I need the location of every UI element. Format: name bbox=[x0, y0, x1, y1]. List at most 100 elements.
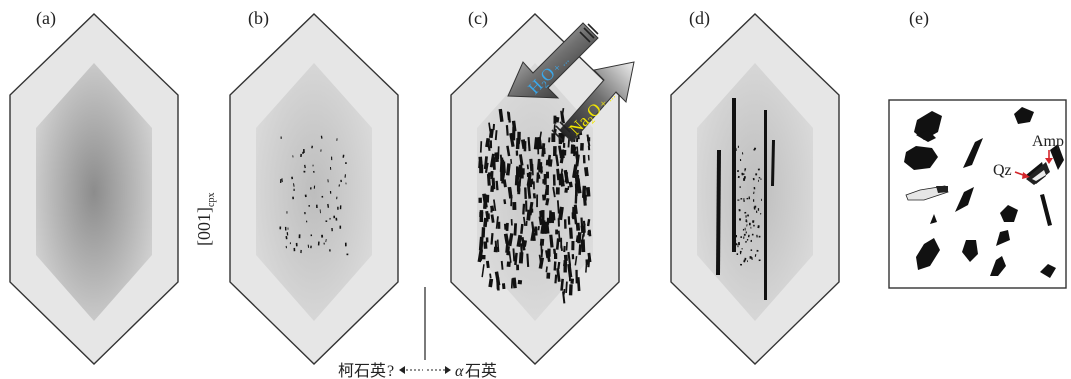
inclusion-speck bbox=[529, 158, 534, 172]
inclusion-speck bbox=[744, 227, 746, 231]
inclusion-speck bbox=[755, 210, 758, 213]
inclusion-speck bbox=[527, 137, 531, 152]
inclusion-speck bbox=[564, 187, 569, 193]
inclusion-speck bbox=[284, 226, 287, 231]
inclusion-speck bbox=[568, 284, 573, 296]
inclusion-speck bbox=[563, 288, 566, 295]
panel-label-e: (e) bbox=[909, 8, 929, 29]
inclusion-speck bbox=[514, 252, 518, 266]
inclusion-speck bbox=[512, 248, 516, 262]
inclusion-speck bbox=[292, 196, 295, 200]
inclusion-speck bbox=[493, 199, 497, 211]
inclusion-speck bbox=[534, 226, 538, 236]
inclusion-speck bbox=[500, 260, 504, 270]
inclusion-speck bbox=[517, 166, 521, 177]
inclusion-speck bbox=[515, 150, 519, 156]
inclusion-speck bbox=[327, 179, 329, 183]
inclusion-speck bbox=[540, 220, 546, 235]
inclusion-speck bbox=[304, 164, 306, 169]
inclusion-speck bbox=[753, 191, 755, 195]
inclusion-speck bbox=[481, 264, 485, 278]
inclusion-speck bbox=[575, 137, 579, 142]
inclusion-speck bbox=[747, 214, 749, 217]
inclusion-speck bbox=[313, 185, 316, 189]
inclusion-speck bbox=[586, 219, 591, 227]
inclusion-speck bbox=[585, 187, 591, 197]
inclusion-speck bbox=[340, 179, 342, 183]
inclusion-speck bbox=[484, 195, 488, 203]
inclusion-speck bbox=[536, 159, 541, 170]
inclusion-speck bbox=[745, 231, 747, 234]
inclusion-speck bbox=[533, 181, 535, 190]
inclusion-speck bbox=[741, 173, 744, 176]
inclusion-speck bbox=[745, 241, 747, 243]
inclusion-speck bbox=[503, 223, 508, 230]
inclusion-speck bbox=[312, 164, 314, 167]
inclusion-speck bbox=[329, 166, 332, 170]
inclusion-speck bbox=[545, 171, 550, 179]
inclusion-speck bbox=[497, 221, 501, 229]
inclusion-speck bbox=[520, 223, 524, 234]
fine-inclusions bbox=[279, 135, 349, 256]
na2o-arrow: Na2O+ ... bbox=[551, 61, 635, 143]
inclusion-speck bbox=[558, 174, 562, 186]
inclusion-speck bbox=[757, 179, 760, 182]
inclusion-speck bbox=[553, 124, 556, 131]
inclusion-speck bbox=[734, 242, 737, 245]
inclusion-speck bbox=[552, 186, 556, 198]
inclusion-speck bbox=[485, 237, 489, 243]
inclusion-speck bbox=[517, 131, 521, 141]
inclusion-speck bbox=[280, 136, 282, 139]
inclusion-speck bbox=[742, 228, 745, 231]
inclusion-speck bbox=[303, 170, 306, 173]
inclusion-speck bbox=[486, 173, 491, 186]
inclusion-speck bbox=[574, 175, 580, 186]
inclusion-speck bbox=[488, 122, 492, 132]
inclusion-speck bbox=[281, 178, 283, 183]
qz-arrow bbox=[1022, 172, 1030, 179]
inclusion-speck bbox=[582, 220, 586, 233]
inclusion-speck bbox=[581, 234, 585, 242]
inclusion-speck bbox=[555, 116, 560, 123]
inclusion-speck bbox=[481, 227, 486, 238]
inclusion-speck bbox=[757, 225, 760, 229]
inclusion-speck bbox=[539, 238, 545, 246]
inclusion-speck bbox=[562, 261, 568, 267]
inclusion-speck bbox=[737, 245, 739, 248]
inclusion-speck bbox=[533, 137, 539, 150]
inclusion-speck bbox=[743, 233, 746, 236]
inclusion-speck bbox=[548, 210, 552, 224]
inclusion-speck bbox=[536, 194, 539, 208]
inclusion-speck bbox=[552, 174, 556, 186]
inclusion-speck bbox=[574, 256, 578, 266]
inclusion-speck bbox=[571, 144, 576, 153]
inclusion-speck bbox=[753, 207, 756, 210]
inclusion-speck bbox=[545, 197, 550, 206]
inclusion-speck bbox=[755, 173, 757, 176]
inclusion-speck bbox=[563, 245, 566, 253]
inclusion-speck bbox=[479, 164, 484, 174]
inclusion-speck bbox=[568, 276, 571, 282]
inclusion-speck bbox=[560, 168, 564, 174]
inclusion-speck bbox=[490, 233, 494, 245]
inclusion-speck bbox=[751, 233, 754, 236]
inclusion-speck bbox=[557, 261, 561, 270]
inclusion-speck bbox=[481, 254, 486, 260]
inclusion-speck bbox=[516, 234, 523, 248]
inclusion-speck bbox=[563, 219, 567, 229]
inclusion-speck bbox=[319, 209, 321, 214]
inclusion-speck bbox=[545, 266, 548, 273]
inclusion-speck bbox=[339, 205, 342, 210]
inclusion-speck bbox=[304, 211, 306, 215]
inclusion-speck bbox=[313, 170, 315, 173]
inclusion-speck bbox=[336, 138, 338, 141]
inclusion-speck bbox=[562, 142, 566, 148]
inclusion-speck bbox=[526, 172, 530, 177]
inclusion-speck bbox=[557, 230, 561, 242]
inclusion-speck bbox=[523, 141, 527, 152]
inclusion-speck bbox=[572, 146, 577, 157]
inclusion-speck bbox=[754, 254, 757, 257]
arrowhead-left bbox=[399, 366, 405, 374]
inclusion-speck bbox=[737, 199, 740, 201]
inclusion-speck bbox=[740, 236, 743, 238]
